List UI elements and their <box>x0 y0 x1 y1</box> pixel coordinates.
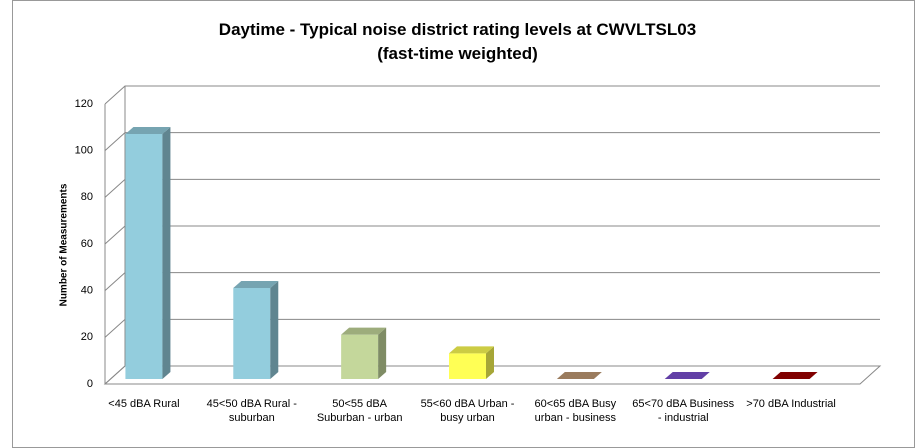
chart-title: Daytime - Typical noise district rating … <box>218 20 697 39</box>
bar-top <box>772 372 818 379</box>
grid-line <box>104 178 880 198</box>
bar <box>664 372 710 379</box>
grid-line <box>104 272 880 292</box>
grid-line <box>104 132 880 152</box>
x-tick-label: <45 dBA Rural <box>108 398 180 410</box>
bar-front <box>233 288 271 379</box>
chart-subtitle: (fast-time weighted) <box>377 44 538 63</box>
bar-top <box>556 372 602 379</box>
bar <box>449 346 494 379</box>
x-tick-label: 50<55 dBA Suburban - urban <box>316 398 403 424</box>
bar-top <box>125 127 171 134</box>
x-tick-label: 65<70 dBA Business - industrial <box>632 398 735 424</box>
y-tick-label: 120 <box>75 98 93 110</box>
bar-side <box>378 327 387 379</box>
x-tick-label: 45<50 dBA Rural - suburban <box>206 398 297 424</box>
grid-line <box>104 85 880 105</box>
bar <box>341 327 387 379</box>
y-tick-label: 40 <box>81 285 93 297</box>
y-axis-label: Number of Measurements <box>59 183 70 306</box>
y-tick-label: 80 <box>81 191 93 203</box>
bar <box>772 372 818 379</box>
bar <box>125 127 171 379</box>
bar-side <box>486 346 494 379</box>
bar-side <box>162 127 171 379</box>
x-tick-label: >70 dBA Industrial <box>746 398 836 410</box>
y-tick-label: 20 <box>81 331 93 343</box>
y-tick-label: 0 <box>87 378 93 390</box>
bar-top <box>341 327 387 335</box>
grid-line <box>104 225 880 245</box>
bar <box>556 372 602 379</box>
grid-line <box>104 318 880 338</box>
bar-top <box>233 281 279 288</box>
y-tick-label: 100 <box>75 145 93 157</box>
x-tick-label: 55<60 dBA Urban - busy urban <box>420 398 515 424</box>
bar <box>233 281 279 379</box>
x-tick-label: 60<65 dBA Busy urban - business <box>534 398 617 424</box>
bar-side <box>270 281 279 379</box>
grid-line <box>104 365 880 385</box>
bar-top <box>664 372 710 379</box>
bar-front <box>449 353 486 379</box>
y-tick-label: 60 <box>81 238 93 250</box>
bar-top <box>449 346 494 354</box>
bar-front <box>125 134 163 379</box>
bar-front <box>341 334 379 379</box>
